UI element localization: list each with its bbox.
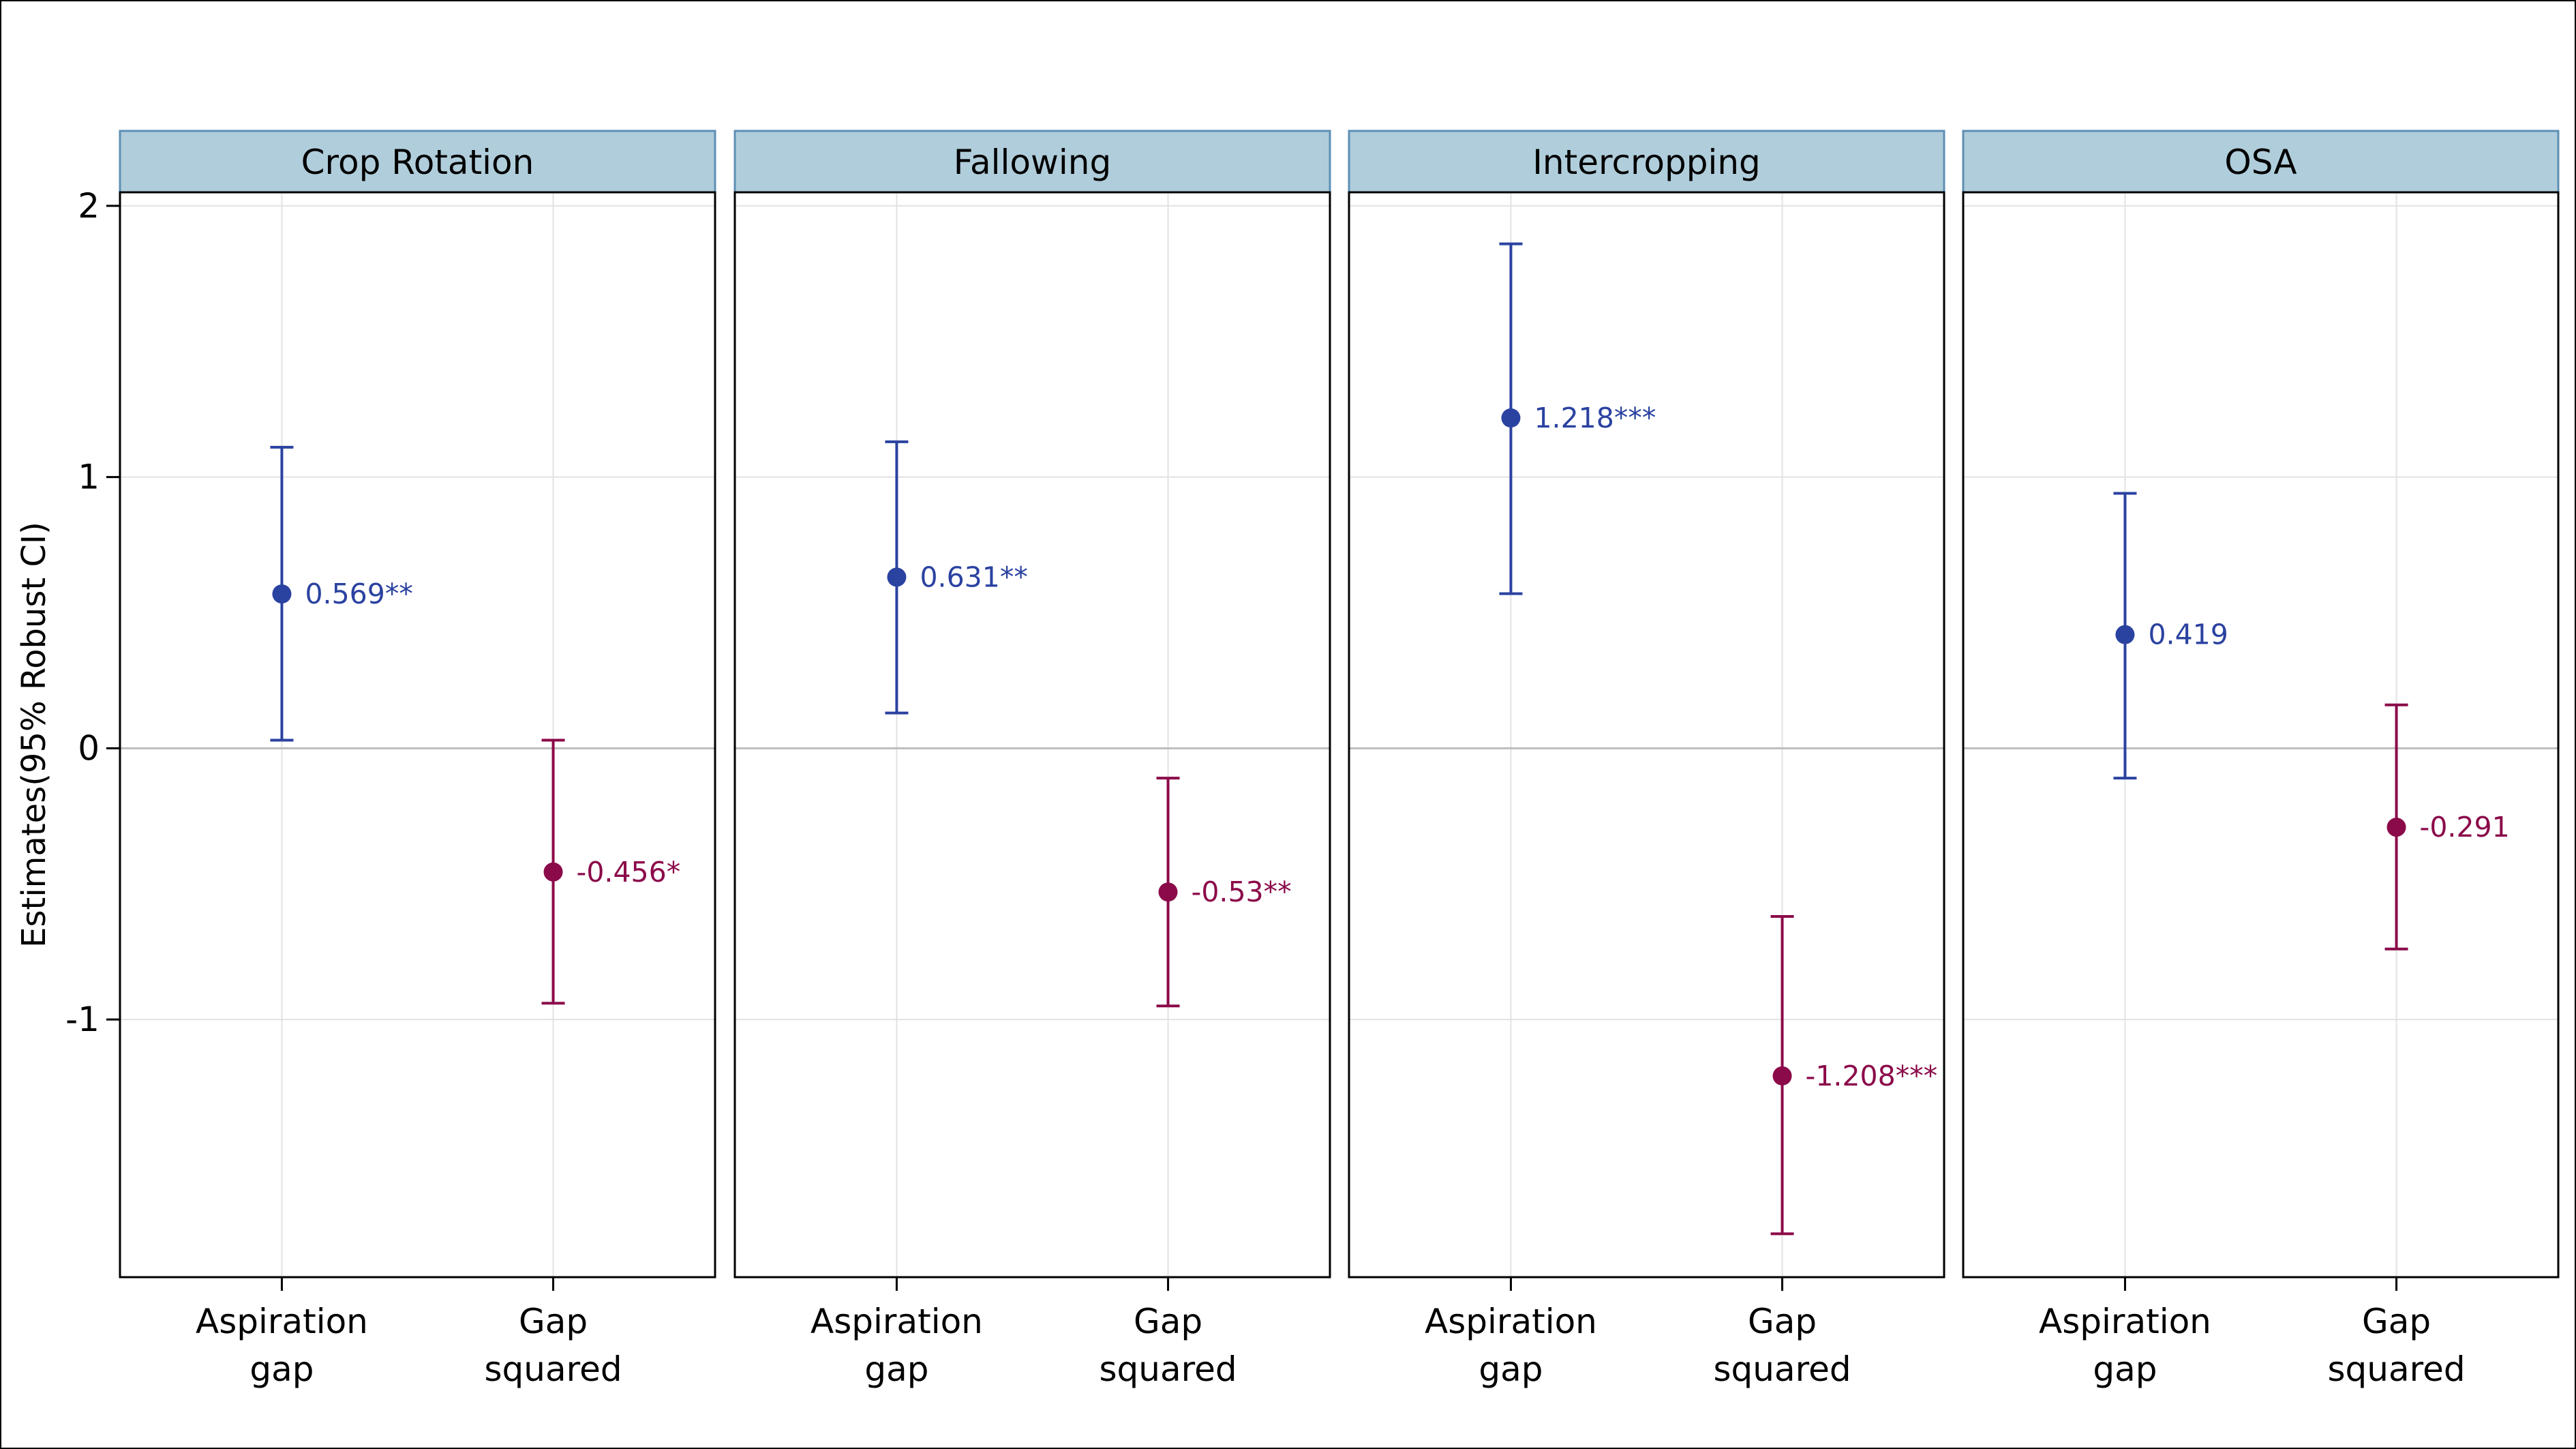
x-tick-label: gap (864, 1349, 928, 1389)
x-tick-label: squared (1100, 1349, 1237, 1389)
estimate-point (1772, 1066, 1792, 1086)
panel-fallowing: Fallowing Aspiration gap Gap squared 0.631** -… (733, 130, 1331, 1389)
estimate-point (1158, 882, 1178, 902)
x-tick-label: Gap (2362, 1302, 2431, 1341)
estimate-point (543, 862, 563, 882)
panel-title: Fallowing (954, 143, 1111, 182)
x-tick-label: squared (2328, 1349, 2466, 1389)
y-tick-label: 2 (78, 186, 100, 226)
data-label: 0.631** (920, 561, 1027, 593)
panel-strip (119, 130, 716, 194)
x-tick-label: Aspiration (2039, 1302, 2211, 1341)
data-label: 0.569** (305, 578, 412, 610)
x-tick-label: Gap (519, 1302, 588, 1341)
panel-osa: OSA Aspiration gap Gap squared 0.419 -0.291 (1962, 130, 2560, 1389)
estimate-point (272, 584, 292, 604)
x-tick-label: squared (1714, 1349, 1851, 1389)
panel-strip (1962, 130, 2560, 194)
x-tick-label: gap (2093, 1349, 2157, 1389)
estimate-point (2386, 818, 2406, 837)
data-label: -0.291 (2420, 811, 2510, 843)
x-tick-label: Gap (1748, 1302, 1817, 1341)
x-tick-label: squared (485, 1349, 622, 1389)
panel-crop-rotation: Crop Rotation Aspiration gap Gap squared 0.56… (119, 130, 716, 1389)
y-axis-title: Estimates(95% Robust CI) (15, 522, 53, 948)
panel-frame (733, 191, 1331, 1279)
panel-frame (1348, 191, 1945, 1279)
x-tick-label: gap (1479, 1349, 1543, 1389)
data-label: 0.419 (2148, 618, 2228, 651)
x-tick-label: Aspiration (810, 1302, 983, 1341)
panel-title: Crop Rotation (301, 143, 534, 182)
estimate-point (887, 567, 907, 587)
x-tick-label: Aspiration (1425, 1302, 1597, 1341)
panel-title: OSA (2224, 143, 2297, 182)
panel-title: Intercropping (1532, 143, 1761, 182)
data-label: -1.208*** (1806, 1060, 1938, 1092)
x-tick-label: gap (249, 1349, 314, 1389)
panel-intercropping: Intercropping Aspiration gap Gap squared 1.21… (1348, 130, 1945, 1389)
estimate-point (2115, 625, 2135, 644)
data-label: -0.53** (1192, 876, 1292, 908)
data-label: 1.218*** (1534, 402, 1656, 434)
panel-frame (1962, 191, 2560, 1279)
y-tick-label: 0 (78, 728, 100, 768)
panel-frame (119, 191, 716, 1279)
y-tick-label: 1 (78, 458, 100, 497)
panel-strip (733, 130, 1331, 194)
x-tick-label: Gap (1134, 1302, 1202, 1341)
estimate-point (1501, 408, 1521, 428)
data-label: -0.456* (577, 856, 681, 888)
y-tick-label: -1 (65, 1000, 100, 1039)
x-tick-label: Aspiration (196, 1302, 368, 1341)
